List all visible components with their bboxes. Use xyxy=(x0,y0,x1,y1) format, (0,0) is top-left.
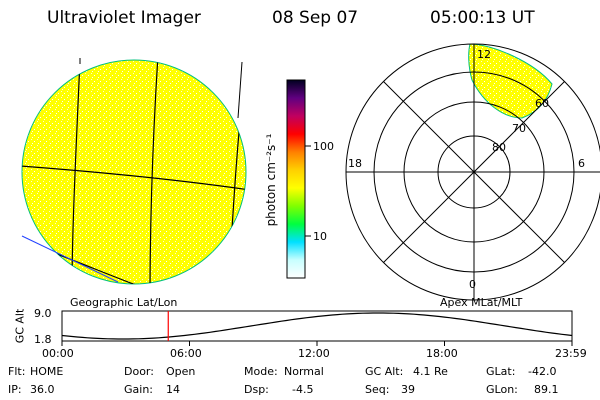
mlat-label-80: 80 xyxy=(492,141,506,154)
dsp-label: Dsp: xyxy=(244,383,269,396)
left-panel-caption: Geographic Lat/Lon xyxy=(70,296,178,309)
filter-value: HOME xyxy=(30,365,64,378)
ip-label: IP: xyxy=(8,383,22,396)
ip-value: 36.0 xyxy=(30,383,55,396)
dsp-value: -4.5 xyxy=(292,383,314,396)
colorbar-unit-label: photon cm⁻²s⁻¹ xyxy=(264,133,278,227)
mlt-label-18: 18 xyxy=(348,157,362,170)
auroral-oval xyxy=(468,44,553,119)
time-tick-2359: 23:59 xyxy=(555,347,587,360)
mode-value: Normal xyxy=(284,365,324,378)
seq-value: 39 xyxy=(401,383,415,396)
time-tick-0600: 06:00 xyxy=(170,347,202,360)
colorbar-tick-100: 100 xyxy=(313,140,334,153)
time-tick-1800: 18:00 xyxy=(426,347,458,360)
gc-alt-value: 4.1 Re xyxy=(413,365,448,378)
geographic-image xyxy=(21,58,247,285)
seq-label: Seq: xyxy=(365,383,390,396)
mlat-label-60: 60 xyxy=(535,97,549,110)
mlat-label-70: 70 xyxy=(512,122,526,135)
altitude-strip xyxy=(61,310,573,346)
gain-value: 14 xyxy=(166,383,180,396)
door-value: Open xyxy=(166,365,196,378)
mlt-label-0: 0 xyxy=(469,278,476,291)
time-tick-0000: 00:00 xyxy=(42,347,74,360)
mlt-label-12: 12 xyxy=(477,48,491,61)
colorbar xyxy=(286,79,311,279)
time-tick-1200: 12:00 xyxy=(298,347,330,360)
glat-label: GLat: xyxy=(486,365,516,378)
glat-value: -42.0 xyxy=(528,365,557,378)
filter-label: Flt: xyxy=(8,365,26,378)
instrument-title: Ultraviolet Imager xyxy=(47,8,201,28)
observation-time: 05:00:13 UT xyxy=(430,8,535,28)
mode-label: Mode: xyxy=(244,365,278,378)
polar-plot xyxy=(345,43,600,301)
colorbar-tick-10: 10 xyxy=(313,230,327,243)
altitude-axis-title: GC Alt xyxy=(13,308,27,344)
observation-date: 08 Sep 07 xyxy=(272,8,359,28)
glon-value: 89.1 xyxy=(534,383,559,396)
altitude-y-min: 1.8 xyxy=(34,333,52,346)
mlt-label-6: 6 xyxy=(578,157,585,170)
gain-label: Gain: xyxy=(124,383,153,396)
glon-label: GLon: xyxy=(486,383,518,396)
right-panel-caption: Apex MLat/MLT xyxy=(440,296,523,309)
gc-alt-label: GC Alt: xyxy=(365,365,404,378)
altitude-curve xyxy=(61,312,573,340)
altitude-y-max: 9.0 xyxy=(34,307,52,320)
door-label: Door: xyxy=(124,365,154,378)
